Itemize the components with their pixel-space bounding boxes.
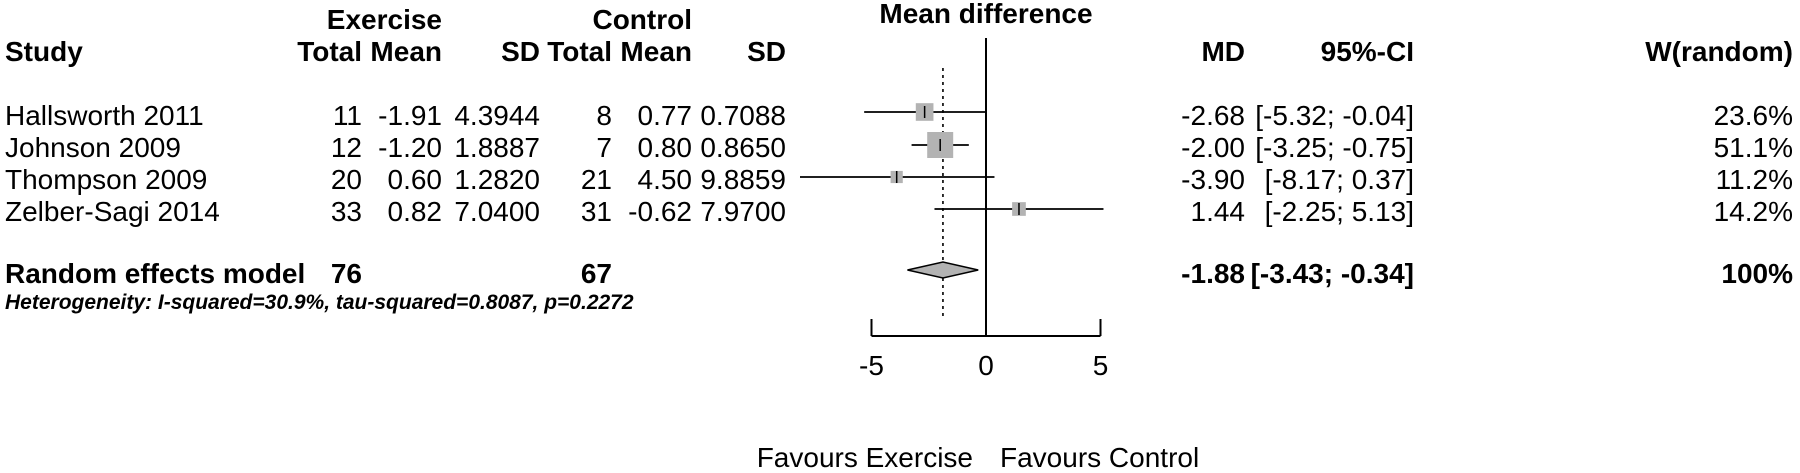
md-value: 1.44 [1191, 196, 1246, 227]
control-sd-header: SD [747, 36, 786, 67]
exercise-mean: 0.60 [388, 164, 443, 195]
control-mean: 4.50 [638, 164, 693, 195]
exercise-total: 20 [331, 164, 362, 195]
control-total: 8 [596, 100, 612, 131]
study-name: Johnson 2009 [5, 132, 181, 163]
exercise-group-header: Exercise [327, 4, 442, 35]
md-value: -2.68 [1181, 100, 1245, 131]
study-row-2: Thompson 2009 20 0.60 1.2820 21 4.50 9.8… [5, 164, 1793, 195]
study-row-1: Johnson 2009 12 -1.20 1.8887 7 0.80 0.86… [5, 132, 1793, 163]
exercise-mean: -1.91 [378, 100, 442, 131]
chart-title: Mean difference [879, 0, 1092, 29]
study-row-0: Hallsworth 2011 11 -1.91 4.3944 8 0.77 0… [5, 100, 1793, 131]
favours-control-label: Favours Control [1000, 442, 1199, 473]
control-total: 21 [581, 164, 612, 195]
study-name: Hallsworth 2011 [5, 100, 204, 131]
exercise-total-header: Total [297, 36, 362, 67]
favours-exercise-label: Favours Exercise [757, 442, 973, 473]
exercise-mean: -1.20 [378, 132, 442, 163]
pooled-diamond [907, 261, 979, 279]
study-row-3: Zelber-Sagi 2014 33 0.82 7.0400 31 -0.62… [5, 196, 1793, 227]
control-sd: 7.9700 [700, 196, 786, 227]
ci-value: [-8.17; 0.37] [1265, 164, 1414, 195]
ci-column-header: 95%-CI [1321, 36, 1414, 67]
exercise-sd: 1.2820 [454, 164, 540, 195]
md-value: -2.00 [1181, 132, 1245, 163]
pooled-control-total: 67 [581, 258, 612, 289]
pooled-exercise-total: 76 [331, 258, 362, 289]
pooled-ci-value: [-3.43; -0.34] [1251, 258, 1414, 289]
control-sd: 9.8859 [700, 164, 786, 195]
pooled-row: Random effects model 76 67 -1.88 [-3.43;… [5, 258, 1793, 289]
exercise-total: 33 [331, 196, 362, 227]
exercise-sd-header: SD [501, 36, 540, 67]
control-mean: 0.77 [638, 100, 693, 131]
exercise-mean-header: Mean [370, 36, 442, 67]
md-column-header: MD [1201, 36, 1245, 67]
exercise-mean: 0.82 [388, 196, 443, 227]
weight-value: 23.6% [1714, 100, 1793, 131]
x-axis-tick-label: -5 [859, 350, 884, 381]
md-value: -3.90 [1181, 164, 1245, 195]
exercise-total: 11 [333, 100, 362, 131]
exercise-sd: 7.0400 [454, 196, 540, 227]
exercise-sd: 1.8887 [454, 132, 540, 163]
weight-value: 51.1% [1714, 132, 1793, 163]
ci-value: [-3.25; -0.75] [1255, 132, 1414, 163]
study-name: Zelber-Sagi 2014 [5, 196, 220, 227]
control-sd: 0.7088 [700, 100, 786, 131]
study-name: Thompson 2009 [5, 164, 207, 195]
control-mean-header: Mean [620, 36, 692, 67]
weight-column-header: W(random) [1645, 36, 1793, 67]
exercise-sd: 4.3944 [454, 100, 540, 131]
pooled-label: Random effects model [5, 258, 305, 289]
pooled-md-value: -1.88 [1181, 258, 1245, 289]
weight-value: 11.2% [1716, 164, 1793, 195]
weight-value: 14.2% [1714, 196, 1793, 227]
control-mean: -0.62 [628, 196, 692, 227]
plot-area: -5 0 5 [800, 38, 1108, 381]
exercise-total: 12 [331, 132, 362, 163]
ci-value: [-2.25; 5.13] [1265, 196, 1414, 227]
control-total: 31 [581, 196, 612, 227]
heterogeneity-note: Heterogeneity: I-squared=30.9%, tau-squa… [5, 291, 634, 314]
x-axis-tick-label: 5 [1093, 350, 1109, 381]
ci-value: [-5.32; -0.04] [1255, 100, 1414, 131]
control-total: 7 [596, 132, 612, 163]
x-axis-tick-label: 0 [978, 350, 994, 381]
control-group-header: Control [592, 4, 692, 35]
control-total-header: Total [547, 36, 612, 67]
control-mean: 0.80 [638, 132, 693, 163]
study-column-header: Study [5, 36, 83, 67]
control-sd: 0.8650 [700, 132, 786, 163]
pooled-weight-value: 100% [1721, 258, 1793, 289]
